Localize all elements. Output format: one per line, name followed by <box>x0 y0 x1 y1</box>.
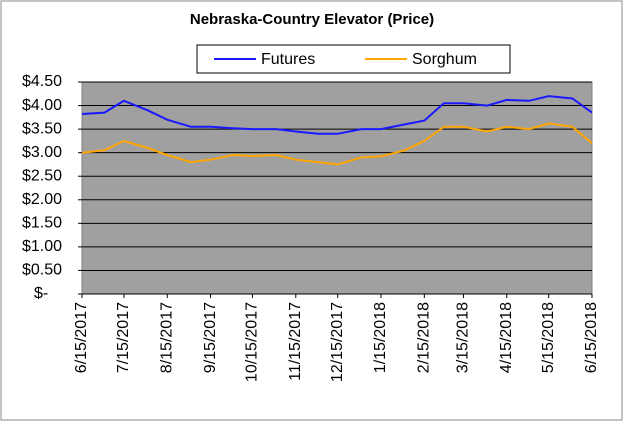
x-tick-label: 4/15/2018 <box>498 302 515 373</box>
x-tick-label: 1/15/2018 <box>372 302 389 373</box>
y-tick-label: $2.50 <box>22 167 62 184</box>
y-tick-label: $0.50 <box>22 262 62 279</box>
legend-label: Futures <box>261 51 315 68</box>
x-tick-label: 2/15/2018 <box>416 302 433 373</box>
x-tick-label: 7/15/2017 <box>115 302 132 373</box>
x-tick-label: 9/15/2017 <box>202 302 219 373</box>
line-series <box>81 95 593 135</box>
chart-title: Nebraska-Country Elevator (Price) <box>190 11 434 28</box>
x-tick-label: 12/15/2017 <box>329 302 346 382</box>
y-tick-label: $1.00 <box>22 238 62 255</box>
y-tick-label: $1.50 <box>22 215 62 232</box>
x-tick-label: 6/15/2017 <box>73 302 90 373</box>
y-tick-label: $- <box>34 285 48 302</box>
legend-label: Sorghum <box>412 51 477 68</box>
y-tick-label: $2.00 <box>22 191 62 208</box>
line-series <box>81 122 593 166</box>
x-tick-label: 3/15/2018 <box>455 302 472 373</box>
plot-area <box>81 81 593 295</box>
x-tick-label: 11/15/2017 <box>287 302 304 381</box>
y-tick-label: $3.50 <box>22 120 62 137</box>
y-tick-label: $4.50 <box>22 73 62 90</box>
x-tick-label: 8/15/2017 <box>158 302 175 373</box>
x-tick-label: 10/15/2017 <box>244 302 261 382</box>
x-tick-label: 6/15/2018 <box>583 302 600 373</box>
y-tick-label: $4.00 <box>22 97 62 114</box>
x-tick-label: 5/15/2018 <box>540 302 557 373</box>
y-tick-label: $3.00 <box>22 144 62 161</box>
